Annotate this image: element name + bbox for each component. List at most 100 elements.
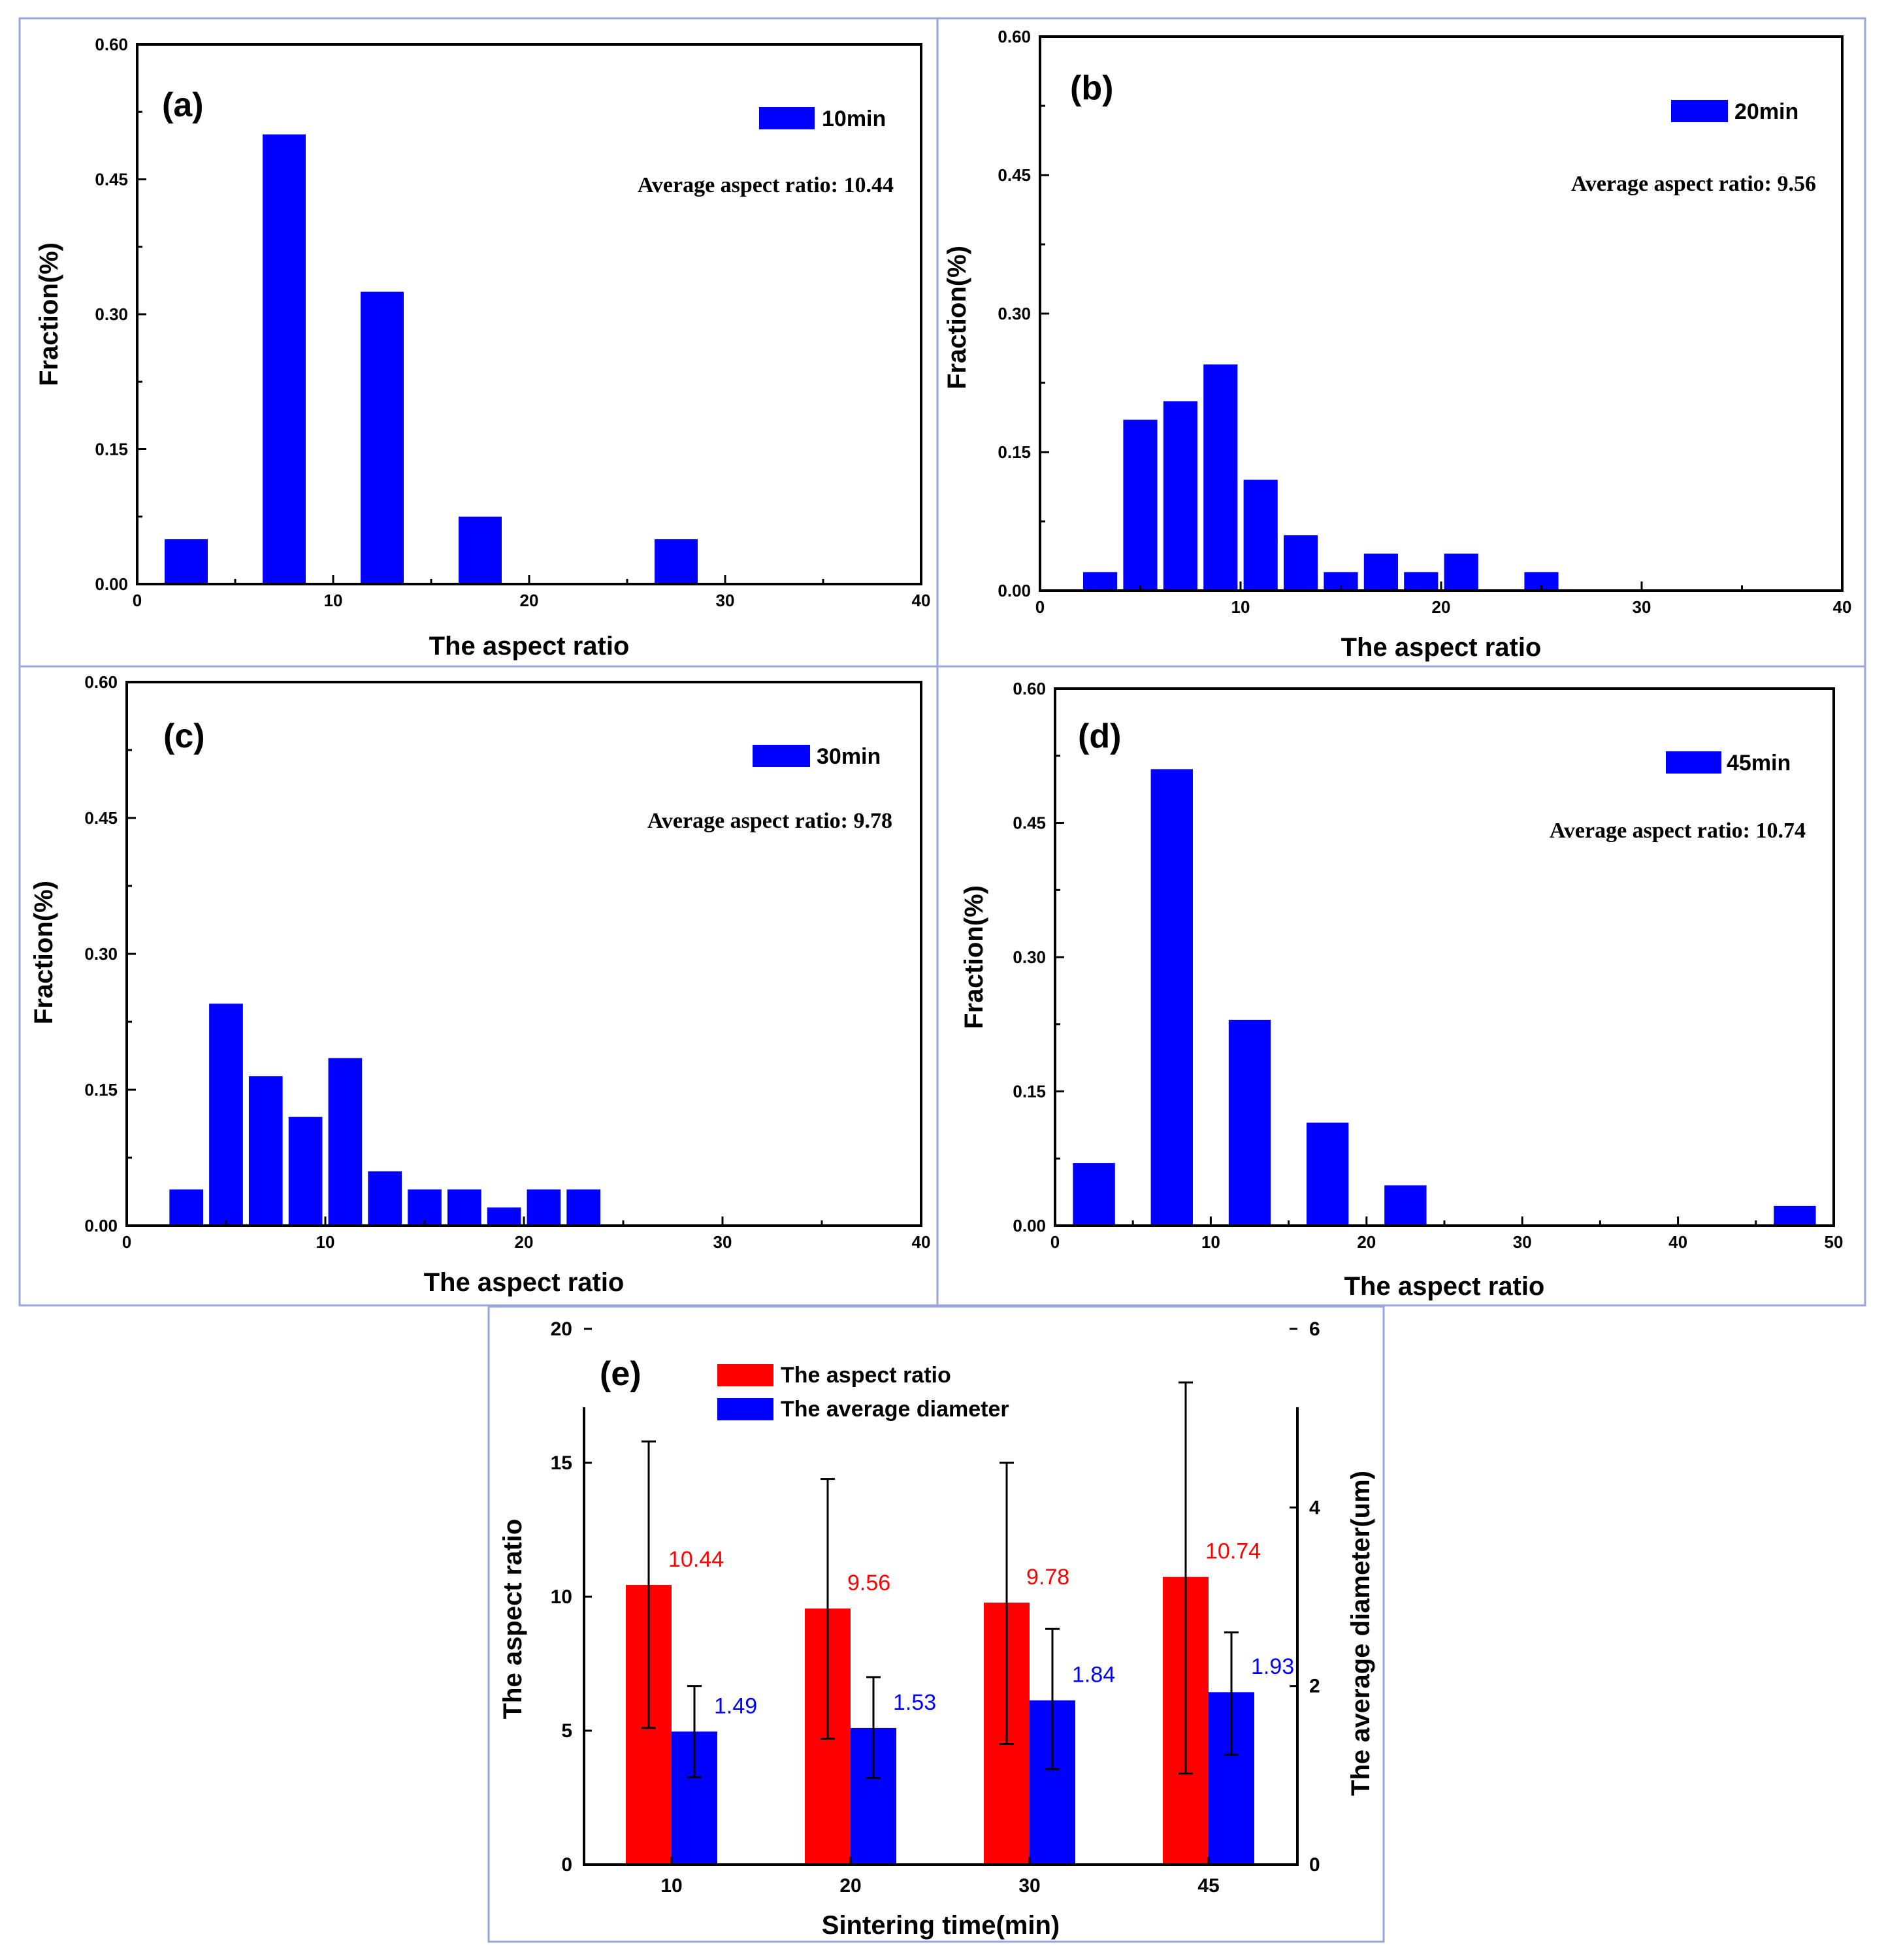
panel-b-bar-10 (1444, 553, 1478, 591)
panel-a-ylabel: Fraction(%) (35, 242, 63, 386)
panel-c-xtick-label-10: 10 (316, 1232, 335, 1252)
panel-b-annotation: Average aspect ratio: 9.56 (1571, 172, 1816, 196)
panel-b-legend-swatch (1671, 100, 1728, 122)
panel-b-legend-label: 20min (1734, 99, 1798, 124)
panel-a-ticks: 0 10 20 30 40 0.00 0.15 0.30 0.45 0.60 (95, 35, 930, 610)
panel-e-ylabel: The aspect ratio (498, 1519, 527, 1720)
panel-e-value-label-diameter-45: 1.93 (1251, 1654, 1294, 1679)
panel-e-value-label-ratio-45: 10.74 (1205, 1539, 1261, 1564)
panel-d-plot-frame (1054, 687, 1835, 1227)
panel-c-bar-1 (169, 1189, 204, 1226)
panel-c-bar-4 (288, 1117, 323, 1226)
panel-a-xtick-label-20: 20 (520, 591, 539, 610)
panel-e-errorbars (642, 1381, 1239, 1779)
panel-d-legend-swatch (1666, 751, 1721, 774)
panel-e-bars (626, 1576, 1254, 1865)
panel-a-ytick-label-0.60: 0.60 (95, 35, 128, 54)
panel-d-xlabel: The aspect ratio (1344, 1272, 1545, 1301)
panel-e-value-label-ratio-20: 9.56 (847, 1571, 890, 1595)
panel-a-xlabel: The aspect ratio (429, 632, 630, 661)
panel-b-bar-9 (1404, 572, 1439, 591)
panel-e-value-label-diameter-30: 1.84 (1072, 1663, 1115, 1688)
panel-d-bar-4 (1307, 1122, 1349, 1226)
panel-d-xtick-label-20: 20 (1357, 1232, 1376, 1252)
panel-b-bar-2 (1123, 419, 1158, 591)
panel-e-label: (e) (600, 1355, 642, 1393)
panel-e-ticks: 10 20 30 45 0 5 10 15 20 0 2 4 6 (551, 1318, 1320, 1897)
panel-c-bar-7 (408, 1189, 442, 1226)
panel-c-bars (169, 1004, 601, 1226)
panel-b-plot-frame (1039, 35, 1844, 592)
panel-c-ytick-label-0.45: 0.45 (84, 808, 118, 828)
panel-d-xtick-label-40: 40 (1668, 1232, 1687, 1252)
panel-e-ytick-label-10: 10 (551, 1586, 572, 1608)
panel-e-value-label-diameter-10: 1.49 (714, 1693, 757, 1718)
panel-d-ytick-label-0.60: 0.60 (1013, 679, 1046, 698)
panel-c-xtick-label-0: 0 (122, 1232, 131, 1252)
panel-e-y2tick-label-6: 6 (1309, 1318, 1320, 1340)
panel-a-bar-1 (165, 539, 208, 584)
panel-c-xtick-label-40: 40 (912, 1232, 931, 1252)
panel-c-label: (c) (163, 717, 205, 755)
panel-b-bar-6 (1284, 535, 1318, 591)
panel-e-value-labels: 10.44 1.49 9.56 1.53 9.78 1.84 10.74 1.93 (668, 1539, 1294, 1719)
panel-e-value-label-ratio-10: 10.44 (668, 1547, 724, 1572)
panel-frame-d (936, 665, 1866, 1307)
panel-c-xlabel: The aspect ratio (424, 1268, 625, 1297)
panel-a-bar-5 (655, 539, 698, 584)
panel-d-ytick-label-0.15: 0.15 (1013, 1082, 1046, 1102)
panel-d-ytick-label-0.00: 0.00 (1013, 1216, 1046, 1235)
panel-b-ytick-label-0.60: 0.60 (998, 27, 1031, 46)
panel-e-ytick-label-5: 5 (561, 1720, 572, 1742)
panel-b-ylabel: Fraction(%) (943, 246, 971, 389)
panel-b-xtick-label-20: 20 (1432, 597, 1451, 617)
panel-d-xtick-label-10: 10 (1201, 1232, 1220, 1252)
panel-e-ytick-label-15: 15 (551, 1452, 572, 1474)
panel-b-bar-3 (1163, 401, 1197, 591)
panel-c-annotation: Average aspect ratio: 9.78 (647, 809, 892, 833)
panel-c-bar-10 (527, 1189, 561, 1226)
panel-b-xtick-label-0: 0 (1035, 597, 1045, 617)
panel-c-bar-8 (447, 1189, 481, 1226)
panel-e-xlabel: Sintering time(min) (822, 1911, 1060, 1940)
panel-a-xtick-label-30: 30 (716, 591, 735, 610)
panel-c-ticks: 0 10 20 30 40 0.00 0.15 0.30 0.45 0.60 (84, 672, 930, 1252)
panel-c-ytick-label-0.15: 0.15 (84, 1080, 118, 1100)
panel-e-ytick-label-20: 20 (551, 1318, 572, 1340)
panel-d-ticks: 0 10 20 30 40 50 0.00 0.15 0.30 0.45 0.60 (1013, 679, 1843, 1252)
panel-c-bar-11 (566, 1189, 601, 1226)
panel-b-bar-5 (1243, 480, 1278, 591)
panel-e-value-label-diameter-20: 1.53 (893, 1690, 936, 1715)
panel-b-bar-8 (1363, 553, 1398, 591)
panel-c-ylabel: Fraction(%) (29, 881, 58, 1024)
panel-b-label: (b) (1070, 69, 1113, 107)
panel-b-ytick-label-0.15: 0.15 (998, 442, 1031, 462)
panel-a-legend-label: 10min (822, 106, 886, 131)
panel-d-annotation: Average aspect ratio: 10.74 (1550, 819, 1806, 843)
panel-frame-e (487, 1305, 1385, 1943)
panel-e-ytick-label-0: 0 (561, 1854, 572, 1876)
panel-d-label: (d) (1078, 717, 1121, 755)
panel-a-plot-frame (136, 43, 922, 585)
panel-d-ylabel: Fraction(%) (960, 885, 988, 1029)
panel-c-ytick-label-0.00: 0.00 (84, 1216, 118, 1235)
panel-e-y2tick-label-2: 2 (1309, 1676, 1320, 1697)
panel-b-bar-1 (1083, 572, 1118, 591)
panel-b-bars (1083, 364, 1559, 591)
panel-a-xtick-label-40: 40 (912, 591, 931, 610)
panel-b-xtick-label-30: 30 (1633, 597, 1651, 617)
panel-a-ytick-label-0.15: 0.15 (95, 440, 128, 459)
panel-d-bars (1073, 769, 1816, 1226)
panel-d-legend-label: 45min (1727, 751, 1791, 776)
panel-c-bar-6 (368, 1171, 402, 1226)
panel-b-ytick-label-0.30: 0.30 (998, 304, 1031, 323)
panel-c-legend-swatch (753, 745, 810, 767)
panel-a-xtick-label-0: 0 (133, 591, 142, 610)
panel-b-xlabel: The aspect ratio (1341, 633, 1542, 662)
panel-e-legend-label-ratio: The aspect ratio (781, 1363, 951, 1388)
panel-d: 0 10 20 30 40 50 0.00 0.15 0.30 0.45 0.60 (d) 45mi… (960, 679, 1843, 1301)
panel-d-xtick-label-50: 50 (1825, 1232, 1844, 1252)
panel-c-bar-2 (209, 1004, 243, 1226)
panel-c-xtick-label-20: 20 (515, 1232, 534, 1252)
panel-b-bar-4 (1203, 364, 1238, 591)
